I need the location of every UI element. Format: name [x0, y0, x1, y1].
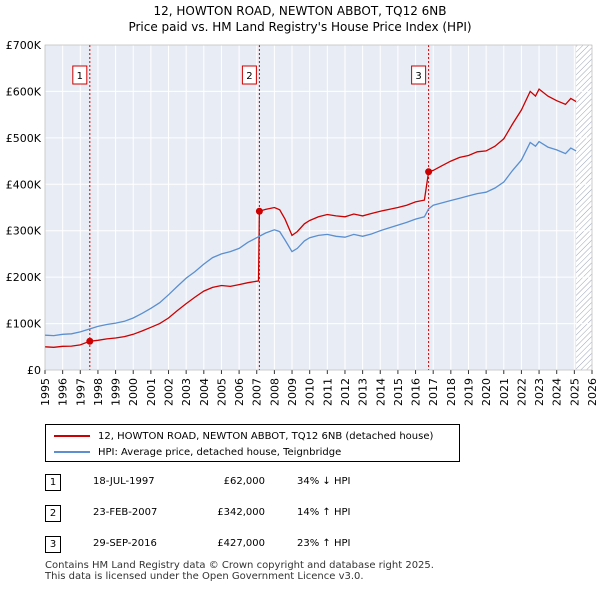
x-tick-label: 2017 [427, 378, 440, 406]
x-tick-label: 2000 [127, 378, 140, 406]
y-tick-label: £400K [6, 178, 42, 191]
y-tick-label: £200K [6, 271, 42, 284]
x-tick-label: 2025 [568, 378, 581, 406]
sale-price: £62,000 [223, 476, 265, 487]
sale-marker-box [241, 65, 257, 85]
x-tick-label: 2008 [268, 378, 281, 406]
x-tick-label: 2018 [445, 378, 458, 406]
sale-point [425, 168, 433, 176]
x-tick-label: 2023 [533, 378, 546, 406]
sale-point [86, 337, 94, 345]
footer-license: This data is licensed under the Open Gov… [45, 571, 364, 582]
sale-date: 29-SEP-2016 [93, 538, 157, 549]
sale-marker-label: 3 [415, 71, 421, 82]
x-tick-label: 2021 [498, 378, 511, 406]
sale-marker-box [411, 65, 427, 85]
chart-title: 12, HOWTON ROAD, NEWTON ABBOT, TQ12 6NB [153, 4, 447, 18]
legend-swatch-hpi [54, 451, 90, 453]
x-tick-label: 2024 [551, 378, 564, 406]
x-tick-label: 2001 [145, 378, 158, 406]
x-tick-label: 1997 [74, 378, 87, 406]
plot-background [45, 45, 592, 370]
chart-legend: 12, HOWTON ROAD, NEWTON ABBOT, TQ12 6NB … [45, 424, 460, 462]
x-tick-label: 2013 [357, 378, 370, 406]
x-tick-label: 2007 [251, 378, 264, 406]
x-tick-label: 1999 [110, 378, 123, 406]
x-tick-label: 2002 [163, 378, 176, 406]
sale-number-badge: 3 [45, 536, 61, 553]
sale-row: 1 18-JUL-1997 £62,000 34% ↓ HPI [45, 474, 445, 494]
future-shading [576, 45, 592, 370]
x-tick-label: 2015 [392, 378, 405, 406]
sale-hpi-diff: 23% ↑ HPI [297, 538, 351, 549]
chart-subtitle: Price paid vs. HM Land Registry's House … [128, 20, 472, 34]
footer-copyright: Contains HM Land Registry data © Crown c… [45, 560, 434, 571]
x-tick-label: 2020 [480, 378, 493, 406]
y-tick-label: £0 [27, 364, 41, 377]
y-tick-label: £500K [6, 132, 42, 145]
x-tick-label: 1996 [57, 378, 70, 406]
footer: Contains HM Land Registry data © Crown c… [45, 560, 434, 582]
sale-date: 18-JUL-1997 [93, 476, 155, 487]
legend-label-property: 12, HOWTON ROAD, NEWTON ABBOT, TQ12 6NB … [98, 430, 434, 442]
sale-marker-label: 1 [77, 71, 83, 82]
x-tick-label: 2010 [304, 378, 317, 406]
sale-price: £427,000 [217, 538, 265, 549]
x-tick-label: 2012 [339, 378, 352, 406]
legend-item-property: 12, HOWTON ROAD, NEWTON ABBOT, TQ12 6NB … [54, 428, 433, 444]
x-tick-label: 1998 [92, 378, 105, 406]
legend-label-hpi: HPI: Average price, detached house, Teig… [98, 446, 342, 458]
x-tick-label: 2003 [180, 378, 193, 406]
sale-hpi-diff: 14% ↑ HPI [297, 507, 351, 518]
x-tick-label: 2009 [286, 378, 299, 406]
sale-price: £342,000 [217, 507, 265, 518]
y-tick-label: £300K [6, 225, 42, 238]
y-tick-label: £700K [6, 39, 42, 52]
sale-date: 23-FEB-2007 [93, 507, 158, 518]
sale-number-badge: 1 [45, 474, 61, 491]
sale-marker-label: 2 [246, 71, 252, 82]
x-tick-label: 2019 [462, 378, 475, 406]
sale-row: 2 23-FEB-2007 £342,000 14% ↑ HPI [45, 505, 445, 525]
plot-border [44, 44, 593, 371]
x-tick-label: 2022 [515, 378, 528, 406]
sale-number-badge: 2 [45, 505, 61, 522]
legend-item-hpi: HPI: Average price, detached house, Teig… [54, 444, 341, 460]
y-tick-label: £600K [6, 85, 42, 98]
x-tick-label: 1995 [39, 378, 52, 406]
sale-hpi-diff: 34% ↓ HPI [297, 476, 351, 487]
series-line-hpi [44, 140, 577, 337]
legend-swatch-property [54, 435, 90, 437]
y-tick-label: £100K [6, 318, 42, 331]
series-line-property [44, 88, 577, 348]
x-tick-label: 2004 [198, 378, 211, 406]
sale-row: 3 29-SEP-2016 £427,000 23% ↑ HPI [45, 536, 445, 556]
price-chart: £0 £100K £200K £300K £400K £500K £600K £700K 199… [6, 39, 599, 406]
x-tick-label: 2026 [586, 378, 599, 406]
x-tick-label: 2014 [374, 378, 387, 406]
x-tick-label: 2006 [233, 378, 246, 406]
x-tick-label: 2011 [321, 378, 334, 406]
sale-point [255, 207, 263, 215]
sale-marker-box [72, 65, 88, 85]
x-tick-label: 2005 [215, 378, 228, 406]
x-tick-label: 2016 [410, 378, 423, 406]
